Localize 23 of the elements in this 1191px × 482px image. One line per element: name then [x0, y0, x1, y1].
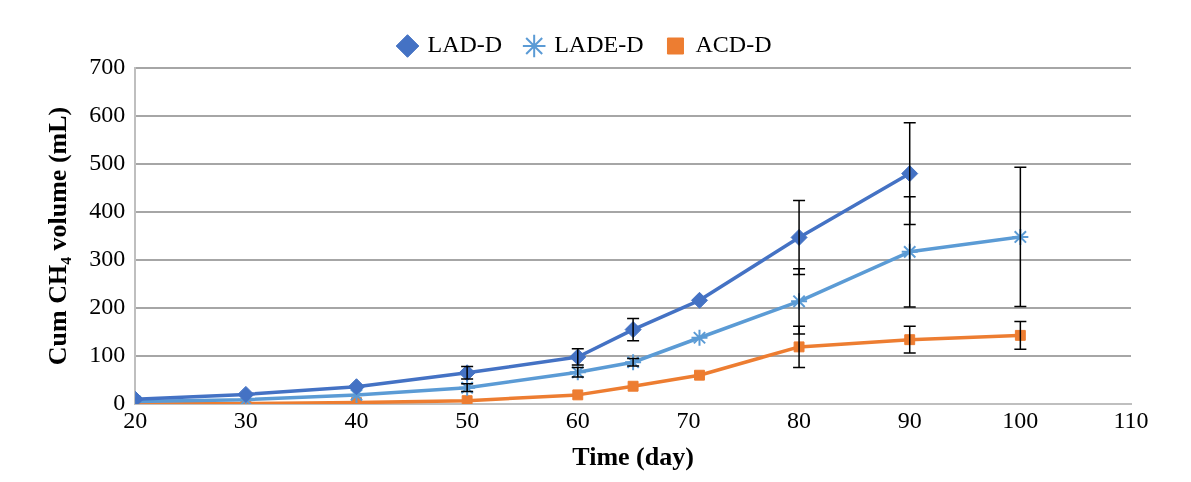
- y-tick-label: 500: [89, 149, 126, 176]
- y-tick-label: 700: [89, 53, 126, 80]
- x-tick-label: 40: [344, 406, 369, 433]
- y-tick-label: 100: [89, 341, 126, 368]
- x-tick-label: 70: [676, 406, 701, 433]
- x-tick-label: 20: [123, 406, 148, 433]
- legend-label: LADE-D: [554, 31, 644, 58]
- x-tick-label: 60: [565, 406, 590, 433]
- y-tick-label: 0: [113, 389, 126, 416]
- x-tick-label: 80: [787, 406, 812, 433]
- x-tick-label: 110: [1113, 406, 1149, 433]
- y-axis-title: Cum CH₄ volume (mL): [43, 106, 73, 366]
- x-tick-label: 100: [1002, 406, 1039, 433]
- y-tick-label: 600: [89, 101, 126, 128]
- y-tick-label: 400: [89, 197, 126, 224]
- y-tick-label: 300: [89, 245, 126, 272]
- x-tick-label: 30: [233, 406, 258, 433]
- x-tick-label: 90: [897, 406, 922, 433]
- x-tick-label: 50: [455, 406, 480, 433]
- x-axis-title: Time (day): [572, 442, 694, 472]
- legend-label: LAD-D: [427, 31, 503, 58]
- y-tick-label: 200: [89, 293, 126, 320]
- legend-label: ACD-D: [695, 31, 772, 58]
